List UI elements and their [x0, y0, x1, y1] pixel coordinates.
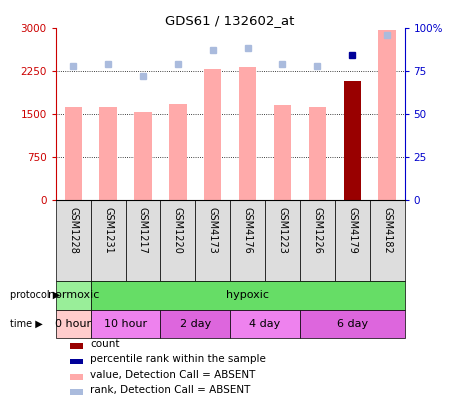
- Text: rank, Detection Call = ABSENT: rank, Detection Call = ABSENT: [90, 385, 251, 395]
- Text: count: count: [90, 339, 120, 348]
- Bar: [91, 310, 160, 339]
- Bar: [65, 107, 82, 200]
- Bar: [70, 359, 83, 364]
- Bar: [70, 389, 83, 395]
- Text: GSM1228: GSM1228: [68, 207, 78, 254]
- Text: 10 hour: 10 hour: [104, 319, 147, 329]
- Bar: [300, 200, 335, 281]
- Bar: [230, 200, 265, 281]
- Text: GSM1220: GSM1220: [173, 207, 183, 254]
- Text: percentile rank within the sample: percentile rank within the sample: [90, 354, 266, 364]
- Text: GSM1226: GSM1226: [312, 207, 322, 254]
- Bar: [344, 81, 361, 200]
- Text: GSM4182: GSM4182: [382, 207, 392, 253]
- Text: 4 day: 4 day: [249, 319, 281, 329]
- Bar: [134, 112, 152, 200]
- Bar: [126, 200, 160, 281]
- Text: GSM1217: GSM1217: [138, 207, 148, 254]
- Bar: [370, 200, 405, 281]
- Text: GSM1223: GSM1223: [278, 207, 287, 254]
- Text: normoxic: normoxic: [47, 290, 99, 300]
- Text: GSM4176: GSM4176: [243, 207, 252, 253]
- Bar: [239, 67, 256, 200]
- Bar: [169, 104, 186, 200]
- Text: value, Detection Call = ABSENT: value, Detection Call = ABSENT: [90, 370, 256, 380]
- Text: 0 hour: 0 hour: [55, 319, 91, 329]
- Text: time ▶: time ▶: [10, 319, 43, 329]
- Text: GSM1231: GSM1231: [103, 207, 113, 253]
- Bar: [335, 200, 370, 281]
- Text: protocol ▶: protocol ▶: [10, 290, 61, 300]
- Bar: [56, 200, 91, 281]
- Bar: [100, 107, 117, 200]
- Text: 6 day: 6 day: [337, 319, 368, 329]
- Bar: [300, 310, 405, 339]
- Bar: [230, 310, 300, 339]
- Bar: [195, 200, 230, 281]
- Bar: [274, 105, 291, 200]
- Text: hypoxic: hypoxic: [226, 290, 269, 300]
- Bar: [91, 200, 126, 281]
- Bar: [379, 30, 396, 200]
- Bar: [70, 343, 83, 349]
- Bar: [265, 200, 300, 281]
- Text: GSM4173: GSM4173: [208, 207, 218, 253]
- Text: 2 day: 2 day: [179, 319, 211, 329]
- Bar: [160, 310, 230, 339]
- Bar: [56, 281, 91, 310]
- Bar: [70, 374, 83, 380]
- Bar: [309, 107, 326, 200]
- Text: GSM4179: GSM4179: [347, 207, 357, 253]
- Bar: [56, 310, 91, 339]
- Bar: [204, 69, 221, 200]
- Title: GDS61 / 132602_at: GDS61 / 132602_at: [166, 13, 295, 27]
- Bar: [160, 200, 195, 281]
